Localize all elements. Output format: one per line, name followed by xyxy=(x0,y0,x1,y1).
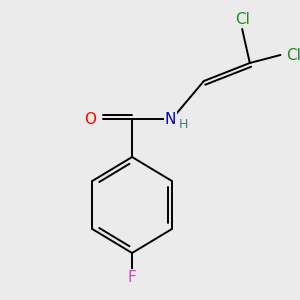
Text: N: N xyxy=(165,112,176,127)
Text: Cl: Cl xyxy=(286,47,300,62)
Text: H: H xyxy=(179,118,188,131)
Text: F: F xyxy=(128,269,136,284)
Text: Cl: Cl xyxy=(235,11,250,26)
Text: O: O xyxy=(84,112,96,127)
